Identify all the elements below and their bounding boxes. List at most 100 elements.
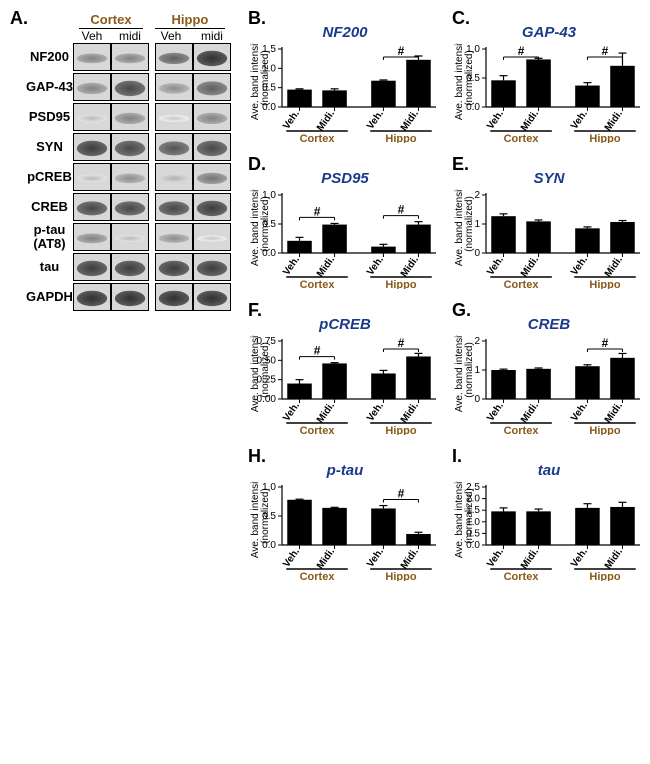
chart-title: GAP-43 (454, 24, 644, 41)
panel-H-chart: H.p-tauAve. band intensity(normalized)0.… (246, 446, 442, 586)
panel-letter: D. (248, 154, 266, 175)
svg-text:Cortex: Cortex (300, 133, 336, 143)
wb-band (73, 253, 111, 281)
svg-text:Midi.: Midi. (519, 400, 541, 425)
chart-title: pCREB (250, 316, 440, 333)
wb-band (111, 133, 149, 161)
svg-text:Veh.: Veh. (569, 108, 590, 131)
wb-band (73, 223, 111, 251)
svg-text:Veh.: Veh. (485, 108, 506, 131)
wb-band (111, 163, 149, 191)
wb-band (149, 223, 193, 251)
svg-text:Midi.: Midi. (399, 546, 421, 571)
chart-bar (491, 80, 516, 107)
chart-plot: Ave. band intensity(normalized)0.00.51.0… (250, 43, 440, 148)
wb-band (111, 43, 149, 71)
svg-text:0: 0 (474, 394, 480, 405)
chart-title: tau (454, 462, 644, 479)
panel-letter: C. (452, 8, 470, 29)
chart-title: SYN (454, 170, 644, 187)
wb-treatment-header: Veh (149, 29, 193, 43)
wb-row-label: NF200 (26, 43, 73, 71)
wb-band (111, 223, 149, 251)
panel-G-chart: G.CREBAve. band intensity(normalized)012… (450, 300, 646, 440)
chart-ylabel-sub: (normalized) (464, 342, 475, 398)
svg-text:1.0: 1.0 (262, 63, 276, 74)
wb-region-header: Hippo (155, 12, 225, 29)
svg-text:#: # (314, 344, 321, 358)
wb-row-label: p-tau(AT8) (26, 223, 73, 251)
svg-text:Midi.: Midi. (519, 108, 541, 133)
svg-text:0: 0 (474, 248, 480, 259)
svg-text:#: # (398, 203, 405, 217)
svg-text:0.0: 0.0 (466, 102, 480, 113)
svg-text:1.0: 1.0 (262, 482, 276, 493)
wb-row-label: CREB (26, 193, 73, 221)
chart-bar (322, 363, 347, 399)
wb-row-label: GAP-43 (26, 73, 73, 101)
chart-plot: Ave. band intensity(normalized)0.00.51.0… (454, 481, 644, 586)
svg-text:Midi.: Midi. (603, 400, 625, 425)
wb-band (193, 43, 231, 71)
panel-E-chart: E.SYNAve. band intensity(normalized)012V… (450, 154, 646, 294)
svg-text:Midi.: Midi. (399, 254, 421, 279)
svg-text:Midi.: Midi. (315, 546, 337, 571)
svg-text:Hippo: Hippo (589, 425, 620, 435)
svg-text:2: 2 (474, 190, 480, 201)
wb-band (73, 103, 111, 131)
chart-ylabel-sub: (normalized) (464, 196, 475, 252)
wb-band (73, 133, 111, 161)
wb-band (149, 133, 193, 161)
svg-text:Hippo: Hippo (589, 279, 620, 289)
svg-text:Hippo: Hippo (385, 279, 416, 289)
wb-treatment-header: Veh (73, 29, 111, 43)
svg-text:Midi.: Midi. (519, 546, 541, 571)
panel-letter: B. (248, 8, 266, 29)
svg-text:1.0: 1.0 (262, 190, 276, 201)
svg-text:1.5: 1.5 (466, 505, 480, 516)
svg-text:Veh.: Veh. (281, 546, 302, 569)
chart-bar (610, 507, 635, 545)
wb-row-label: PSD95 (26, 103, 73, 131)
wb-band (193, 283, 231, 311)
chart-ylabel-sub: (normalized) (260, 342, 271, 398)
panel-C-chart: C.GAP-43Ave. band intensity(normalized)0… (450, 8, 646, 148)
chart-bar (575, 86, 600, 107)
wb-band (193, 103, 231, 131)
svg-text:Veh.: Veh. (365, 400, 386, 423)
chart-bar (526, 221, 551, 253)
chart-bar (610, 222, 635, 253)
svg-text:2: 2 (474, 336, 480, 347)
svg-text:Hippo: Hippo (589, 571, 620, 581)
chart-bar (287, 90, 312, 107)
svg-text:Midi.: Midi. (315, 254, 337, 279)
svg-text:Veh.: Veh. (281, 108, 302, 131)
wb-band (149, 253, 193, 281)
wb-band (149, 163, 193, 191)
svg-text:Midi.: Midi. (399, 400, 421, 425)
svg-text:Cortex: Cortex (504, 133, 540, 143)
wb-band (111, 193, 149, 221)
svg-text:Midi.: Midi. (315, 108, 337, 133)
svg-text:Veh.: Veh. (281, 254, 302, 277)
svg-text:Hippo: Hippo (385, 571, 416, 581)
svg-text:Cortex: Cortex (504, 571, 540, 581)
wb-band (149, 103, 193, 131)
svg-text:Veh.: Veh. (485, 546, 506, 569)
svg-text:Veh.: Veh. (365, 108, 386, 131)
wb-band (193, 133, 231, 161)
svg-text:0.5: 0.5 (262, 219, 276, 230)
svg-text:2.5: 2.5 (466, 482, 480, 493)
svg-text:Hippo: Hippo (589, 133, 620, 143)
wb-band (149, 193, 193, 221)
chart-title: NF200 (250, 24, 440, 41)
wb-band (73, 283, 111, 311)
chart-bar (371, 247, 396, 253)
panel-letter: F. (248, 300, 262, 321)
wb-band (193, 193, 231, 221)
panel-D-chart: D.PSD95Ave. band intensity(normalized)0.… (246, 154, 442, 294)
chart-bar (575, 366, 600, 399)
panel-letter: H. (248, 446, 266, 467)
svg-text:#: # (314, 204, 321, 218)
chart-bar (371, 508, 396, 545)
